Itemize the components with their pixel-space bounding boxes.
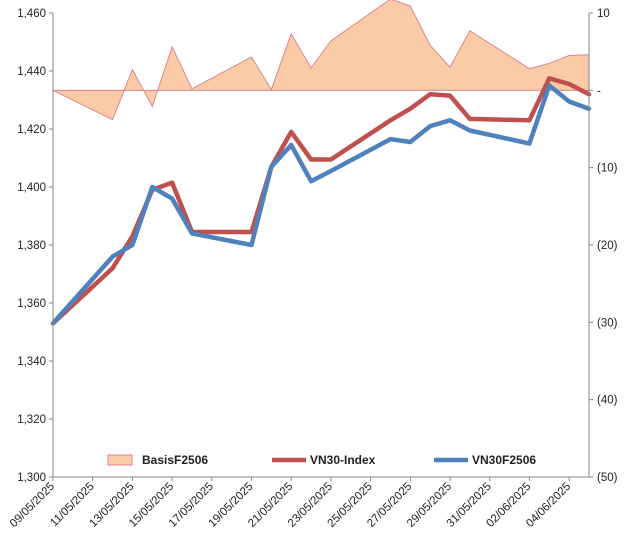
line-layer (50, 76, 592, 326)
legend-item-0: BasisF2506 (107, 453, 208, 467)
legend-label: BasisF2506 (142, 453, 208, 467)
basis-area (53, 0, 589, 120)
legend-swatch-basis (107, 454, 133, 466)
left-tick-label: 1,460 (17, 8, 46, 20)
left-tick-label: 1,440 (17, 66, 46, 78)
legend-item-2: VN30F2506 (434, 453, 536, 467)
right-tick-label: - (597, 85, 601, 97)
left-tick-label: 1,360 (17, 298, 46, 310)
left-tick-label: 1,380 (17, 240, 46, 252)
left-tick-label: 1,300 (17, 472, 46, 484)
left-tick-label: 1,320 (17, 414, 46, 426)
legend-label: VN30-Index (310, 453, 376, 467)
right-tick-label: 10 (597, 8, 610, 20)
legend-item-1: VN30-Index (272, 453, 376, 467)
right-tick-label: (30) (597, 317, 618, 329)
left-tick-label: 1,420 (17, 124, 46, 136)
legend-label: VN30F2506 (472, 453, 536, 467)
right-tick-label: (40) (597, 395, 618, 407)
left-tick-label: 1,340 (17, 356, 46, 368)
area-layer (52, 0, 590, 121)
right-tick-label: (50) (597, 472, 618, 484)
left-tick-label: 1,400 (17, 182, 46, 194)
basis-outline (52, 0, 590, 121)
right-tick-label: (10) (597, 163, 618, 175)
right-tick-label: (20) (597, 240, 618, 252)
series-line-vn30f2506 (50, 83, 592, 326)
legend: BasisF2506 VN30-Index VN30F2506 (107, 453, 536, 467)
